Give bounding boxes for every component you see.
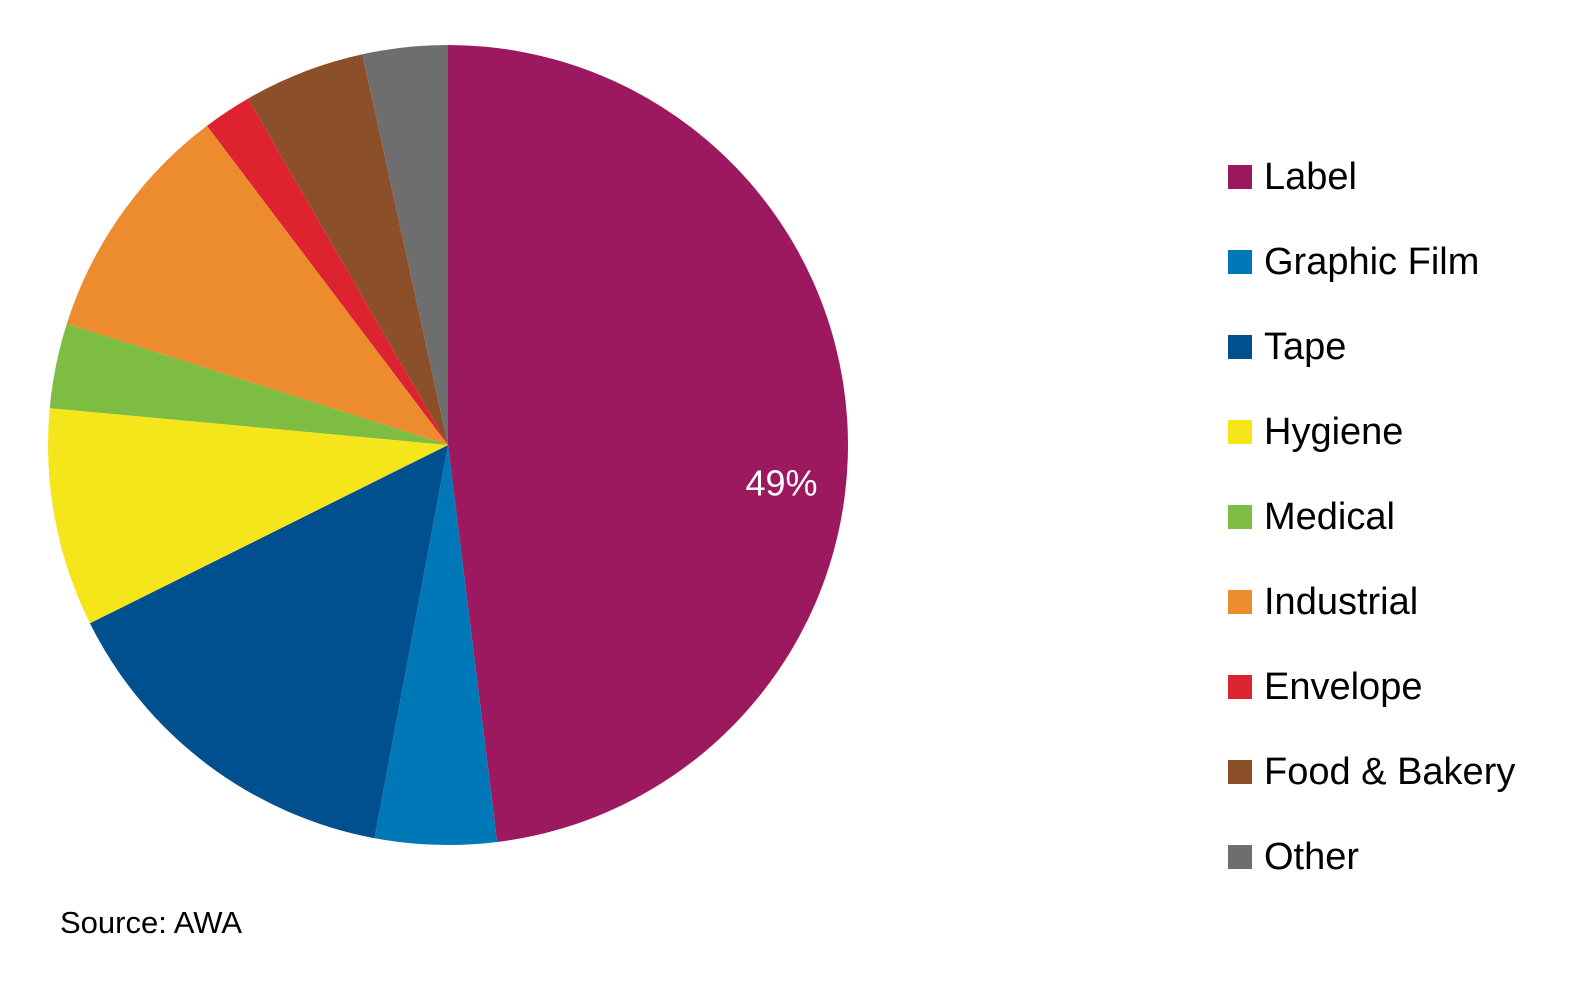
legend-label-graphic-film: Graphic Film <box>1264 240 1480 283</box>
pie-slice-envelope <box>206 98 448 445</box>
legend-item-hygiene: Hygiene <box>1228 389 1515 474</box>
legend-swatch-medical <box>1228 504 1252 529</box>
legend-item-other: Other <box>1228 814 1515 899</box>
pie-slice-label <box>448 45 848 842</box>
legend-swatch-other <box>1228 844 1252 869</box>
pie-slice-hygiene <box>47 408 448 624</box>
pie-slice-industrial <box>66 125 449 446</box>
legend-label-medical: Medical <box>1264 495 1395 538</box>
pie-data-labels: 49% <box>745 462 817 503</box>
legend-label-tape: Tape <box>1264 325 1347 368</box>
legend-label-label: Label <box>1264 155 1357 198</box>
pie-slice-food-and-bakery <box>248 54 448 445</box>
legend-swatch-industrial <box>1228 589 1252 614</box>
legend-item-graphic-film: Graphic Film <box>1228 219 1515 304</box>
pie-slice-medical <box>49 323 448 445</box>
legend-item-envelope: Envelope <box>1228 644 1515 729</box>
legend-swatch-hygiene <box>1228 419 1252 444</box>
pie-slice-other <box>362 45 448 445</box>
legend-label-envelope: Envelope <box>1264 665 1423 708</box>
data-label-label: 49% <box>745 462 817 503</box>
legend-item-label: Label <box>1228 134 1515 219</box>
pie-slice-tape <box>89 445 448 839</box>
legend-label-hygiene: Hygiene <box>1264 410 1404 453</box>
legend-swatch-food-and-bakery <box>1228 759 1252 784</box>
legend-swatch-envelope <box>1228 674 1252 699</box>
legend-swatch-label <box>1228 164 1252 189</box>
pie-slice-graphic-film <box>374 445 498 845</box>
legend-item-medical: Medical <box>1228 474 1515 559</box>
pie-slices <box>47 45 848 845</box>
source-note: Source: AWA <box>60 905 243 940</box>
legend-item-industrial: Industrial <box>1228 559 1515 644</box>
legend-item-food-and-bakery: Food & Bakery <box>1228 729 1515 814</box>
legend-label-industrial: Industrial <box>1264 580 1419 623</box>
legend-item-tape: Tape <box>1228 304 1515 389</box>
legend-swatch-graphic-film <box>1228 249 1252 274</box>
legend-label-food-and-bakery: Food & Bakery <box>1264 750 1516 793</box>
legend-label-other: Other <box>1264 835 1360 878</box>
legend: Label Graphic Film Tape Hygiene Medical Indus… <box>1228 134 1515 899</box>
legend-swatch-tape <box>1228 334 1252 359</box>
